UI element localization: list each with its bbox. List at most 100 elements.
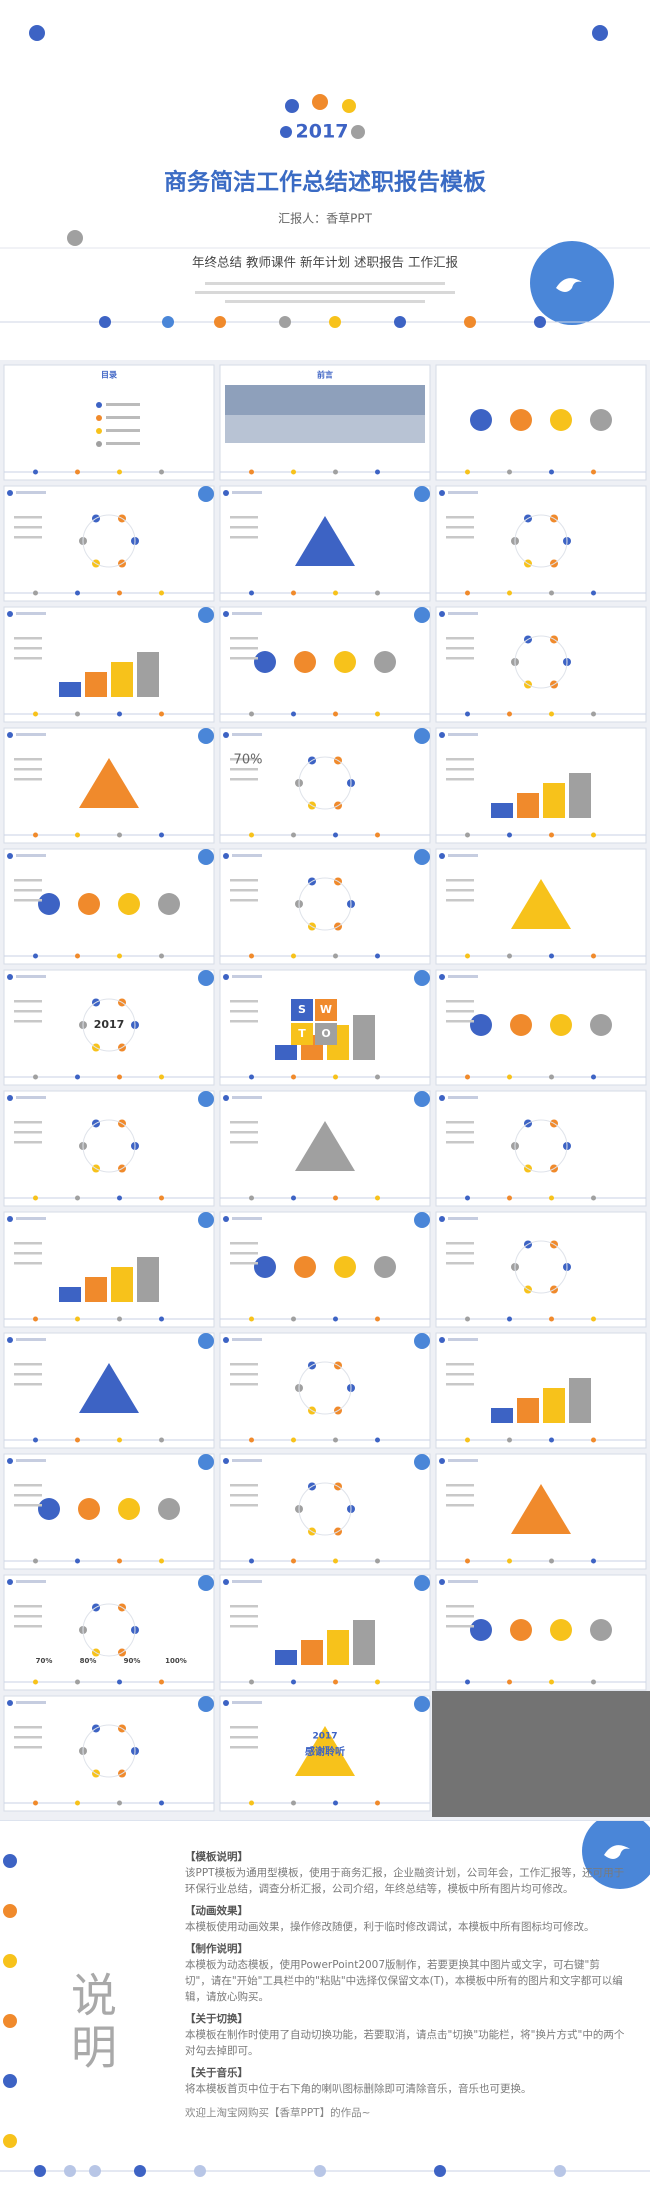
text-line xyxy=(230,1141,258,1144)
thumb-dot xyxy=(333,1800,338,1806)
block xyxy=(111,1267,133,1302)
thumb-header-line xyxy=(232,854,262,857)
thumb-dot xyxy=(591,1074,596,1080)
thumb-corner xyxy=(414,1212,430,1228)
thumb-corner xyxy=(198,1696,214,1712)
thumb-dot xyxy=(591,590,596,596)
thumb-dot xyxy=(33,1800,38,1806)
thumb-header-line xyxy=(16,1580,46,1583)
dot xyxy=(67,230,83,246)
thumb-header-dot xyxy=(7,1095,13,1101)
thumb-dot xyxy=(549,1437,554,1443)
thumbnail xyxy=(219,606,431,723)
circle-icon xyxy=(374,651,396,673)
logo-icon xyxy=(556,278,582,292)
thumb-dot xyxy=(249,1195,254,1201)
text-line xyxy=(446,889,474,892)
circle-icon xyxy=(158,1498,180,1520)
thumb-dot xyxy=(159,1316,164,1322)
thumb-header-dot xyxy=(223,1579,229,1585)
ring xyxy=(514,635,568,689)
thumb-dot xyxy=(549,1316,554,1322)
circle-icon xyxy=(38,1498,60,1520)
shape xyxy=(295,516,355,566)
thumb-dot xyxy=(117,711,122,717)
thumbnail xyxy=(219,1332,431,1449)
thumb-header-dot xyxy=(223,1700,229,1706)
thumb-dot xyxy=(549,1074,554,1080)
thumb-dot xyxy=(549,953,554,959)
thumb-dot xyxy=(549,590,554,596)
thumbnail xyxy=(435,364,647,481)
thumb-header-line xyxy=(16,1096,46,1099)
thumb-dot xyxy=(333,590,338,596)
thumb-header-dot xyxy=(439,490,445,496)
thumbnail xyxy=(3,1695,215,1812)
thumbnail xyxy=(3,364,215,481)
text-line xyxy=(14,1383,42,1386)
thumb-dot xyxy=(75,711,80,717)
thumb-header-line xyxy=(232,1338,262,1341)
thumbnail xyxy=(3,969,215,1086)
text-line xyxy=(230,536,258,539)
circle-icon xyxy=(550,1619,572,1641)
shape xyxy=(511,879,571,929)
thumb-dot xyxy=(549,711,554,717)
thumb-header-dot xyxy=(7,1337,13,1343)
thumb-header-line xyxy=(232,1459,262,1462)
dot xyxy=(29,25,45,41)
text-line xyxy=(14,1000,42,1003)
thumb-dot xyxy=(375,953,380,959)
text-line xyxy=(230,647,258,650)
dot xyxy=(279,316,291,328)
text-line xyxy=(230,1605,258,1608)
thumb-dot xyxy=(159,711,164,717)
block xyxy=(137,652,159,697)
thumb-dot xyxy=(591,1437,596,1443)
thumb-dot xyxy=(465,469,470,475)
dot xyxy=(3,1904,17,1918)
shape xyxy=(79,758,139,808)
thumbnail xyxy=(219,1453,431,1570)
thumb-corner xyxy=(414,849,430,865)
thumb-dot xyxy=(591,1679,596,1685)
thumb-text: 70% xyxy=(36,1657,53,1665)
text-line xyxy=(446,1625,474,1628)
dot xyxy=(89,2165,101,2177)
text-line xyxy=(446,637,474,640)
circle-icon xyxy=(78,893,100,915)
thumb-dot xyxy=(507,1679,512,1685)
thumb-dot xyxy=(375,1679,380,1685)
dot xyxy=(194,2165,206,2177)
thumb-header-dot xyxy=(223,611,229,617)
thumb-corner xyxy=(414,1333,430,1349)
thumb-header-line xyxy=(16,854,46,857)
thumb-dot xyxy=(507,1195,512,1201)
text-line xyxy=(230,1131,258,1134)
text-line xyxy=(14,1242,42,1245)
cover-title: 商务简洁工作总结述职报告模板 xyxy=(164,169,487,196)
section-title: 【模板说明】 xyxy=(185,1851,248,1863)
thumb-dot xyxy=(249,1316,254,1322)
circle-icon xyxy=(590,1014,612,1036)
thumb-dot xyxy=(591,1316,596,1322)
dot xyxy=(64,2165,76,2177)
text-line xyxy=(446,1494,474,1497)
thumb-dot xyxy=(75,1074,80,1080)
thumb-dot xyxy=(507,953,512,959)
thumb-dot xyxy=(507,1074,512,1080)
section-body: 本模板使用动画效果，操作修改随便，利于临时修改调试，本模板中所有图标均可修改。 xyxy=(185,1921,595,1933)
section-title: 【关于音乐】 xyxy=(185,2067,248,2079)
thumb-dot xyxy=(333,953,338,959)
thumbnail xyxy=(3,606,215,723)
thumb-header-dot xyxy=(439,1337,445,1343)
dot xyxy=(342,99,356,113)
thumb-corner xyxy=(198,849,214,865)
text-line xyxy=(14,1736,42,1739)
shape xyxy=(79,1363,139,1413)
thumb-header-dot xyxy=(439,1579,445,1585)
thumb-text: T xyxy=(298,1027,306,1040)
section-body: 将本模板首页中位于右下角的喇叭图标删除即可清除音乐，音乐也可更换。 xyxy=(185,2083,532,2095)
text-line xyxy=(14,778,42,781)
thumb-dot xyxy=(549,832,554,838)
